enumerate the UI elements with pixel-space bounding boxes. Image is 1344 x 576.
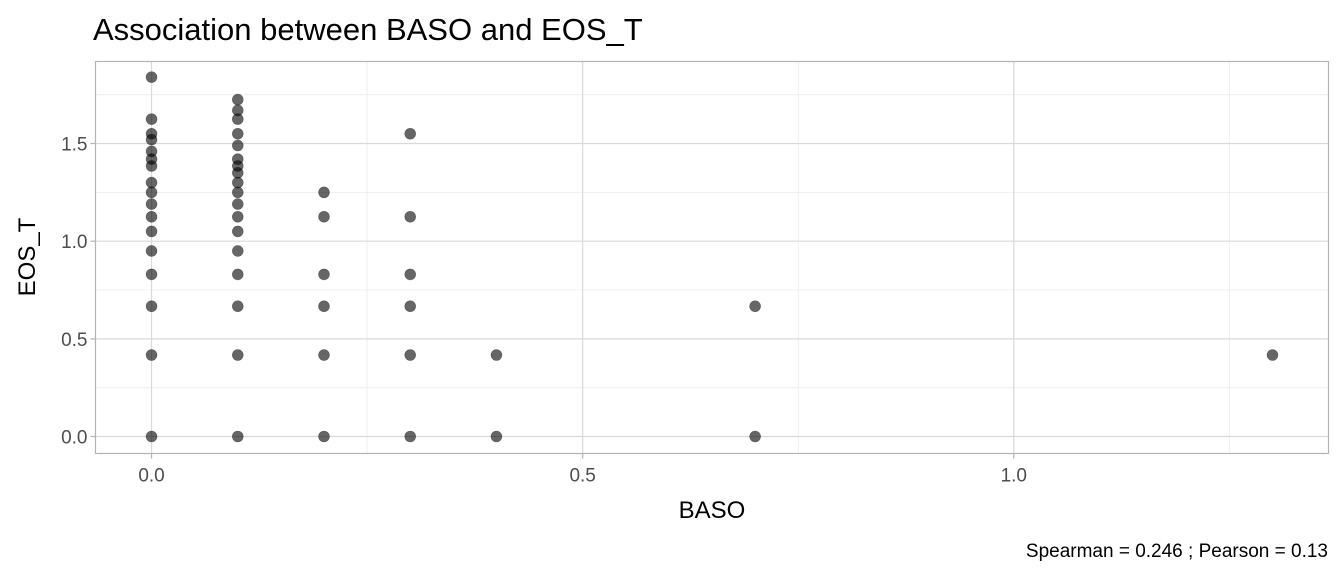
data-point <box>145 176 158 189</box>
data-point <box>231 113 244 125</box>
minor-gridlines <box>95 61 1329 454</box>
chart-title: Association between BASO and EOS_T <box>93 12 643 47</box>
x-axis-ticks: 0.0 0.5 1.0 <box>138 453 1027 487</box>
data-point <box>145 225 158 238</box>
data-point <box>404 349 417 361</box>
data-point <box>145 300 158 313</box>
data-point <box>318 268 330 281</box>
data-point <box>231 127 244 140</box>
y-tick-label: 0.0 <box>61 428 87 449</box>
data-point <box>318 349 330 361</box>
x-tick-label: 0.0 <box>138 466 164 487</box>
y-axis-ticks: 0.0 0.5 1.0 1.5 <box>61 135 96 449</box>
data-point <box>749 300 761 313</box>
y-tick-label: 1.0 <box>61 232 87 253</box>
x-tick-label: 0.5 <box>569 466 595 487</box>
data-point <box>231 93 244 106</box>
data-point <box>145 113 158 125</box>
data-point <box>490 430 503 443</box>
data-point <box>145 198 158 210</box>
data-point <box>231 186 244 199</box>
data-point <box>145 268 158 281</box>
data-point <box>404 300 417 313</box>
data-point <box>1266 349 1279 361</box>
data-point <box>318 300 330 313</box>
data-point <box>231 176 244 189</box>
data-point <box>145 210 158 223</box>
data-point <box>145 430 158 443</box>
data-point <box>231 225 244 238</box>
data-point <box>404 210 417 223</box>
data-point <box>404 127 417 140</box>
y-axis-title: EOS_T <box>14 217 41 296</box>
data-point <box>404 430 417 443</box>
data-point <box>145 133 158 146</box>
data-point <box>318 186 330 199</box>
data-point <box>145 349 158 361</box>
data-point <box>749 430 761 443</box>
data-points <box>145 71 1279 443</box>
plot-border <box>94 60 1330 455</box>
data-point <box>231 268 244 281</box>
data-point <box>318 430 330 443</box>
data-point <box>231 430 244 443</box>
x-tick-label: 1.0 <box>1001 466 1027 487</box>
data-point <box>318 210 330 223</box>
data-point <box>145 245 158 257</box>
data-point <box>145 160 158 172</box>
data-point <box>490 349 503 361</box>
data-point <box>404 268 417 281</box>
data-point <box>231 198 244 210</box>
data-point <box>145 186 158 199</box>
data-point <box>145 71 158 83</box>
data-point <box>231 349 244 361</box>
data-point <box>231 167 244 179</box>
y-tick-label: 1.5 <box>61 135 87 156</box>
y-tick-label: 0.5 <box>61 330 87 351</box>
correlation-caption: Spearman = 0.246 ; Pearson = 0.13 <box>1026 541 1328 562</box>
plot-area <box>95 61 1329 454</box>
data-point <box>231 245 244 257</box>
major-gridlines <box>95 61 1329 454</box>
data-point <box>231 300 244 313</box>
data-point <box>231 210 244 223</box>
x-axis-title: BASO <box>679 497 746 524</box>
data-point <box>231 139 244 152</box>
